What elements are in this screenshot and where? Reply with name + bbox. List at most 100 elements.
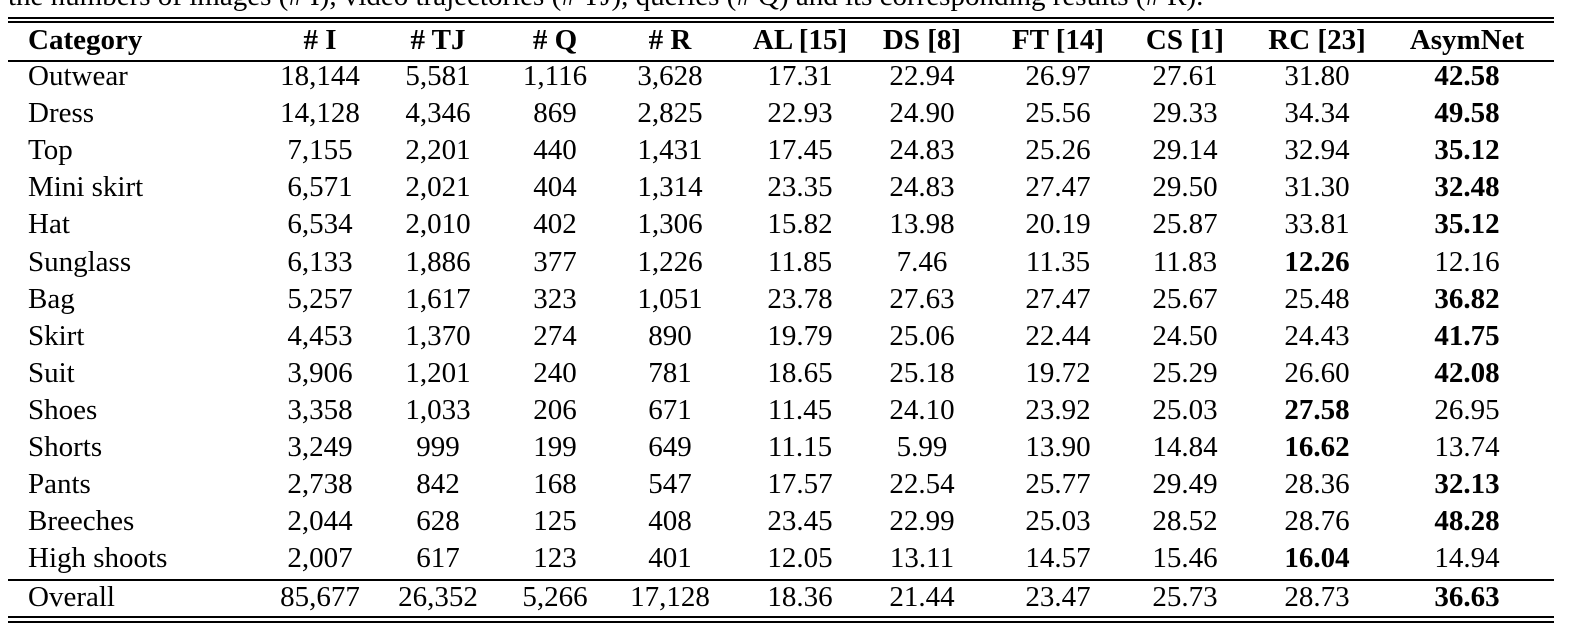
table-cell: Sunglass	[28, 245, 132, 278]
table-cell: 11.35	[1025, 245, 1091, 278]
table-cell: 15.82	[767, 208, 833, 241]
overall-cell: 25.73	[1152, 581, 1218, 613]
table-cell: 6,534	[287, 208, 353, 241]
top-rule	[8, 17, 1554, 19]
table-cell: 23.45	[767, 505, 833, 538]
table-cell: Mini skirt	[28, 171, 144, 204]
table-cell: 11.15	[767, 431, 833, 463]
table-cell: 2,010	[405, 208, 471, 241]
table-cell: 18.65	[767, 356, 833, 389]
table-cell: 25.77	[1025, 468, 1091, 501]
table-cell: 671	[648, 393, 692, 426]
table-cell: 206	[533, 393, 577, 426]
table-cell: 35.12	[1434, 208, 1500, 241]
table-cell: 29.50	[1152, 171, 1218, 204]
table-cell: 869	[533, 97, 577, 130]
table-cell: 2,007	[287, 542, 353, 575]
table-cell: 26.97	[1025, 60, 1091, 92]
table-cell: 13.74	[1434, 431, 1500, 463]
table-cell: 1,306	[637, 208, 703, 241]
table-cell: 25.03	[1152, 393, 1218, 426]
table-cell: 32.48	[1434, 171, 1500, 204]
table-cell: 3,628	[637, 60, 703, 92]
bottom-rule	[8, 616, 1554, 618]
table-cell: 24.43	[1284, 319, 1350, 352]
table-cell: 402	[533, 208, 577, 241]
table-cell: 3,906	[287, 356, 353, 389]
table-cell: Hat	[28, 208, 70, 241]
table-cell: 6,133	[287, 245, 353, 278]
table-cell: 25.56	[1025, 97, 1091, 130]
table-cell: 31.80	[1284, 60, 1350, 92]
overall-cell: 5,266	[522, 581, 588, 613]
table-cell: 15.46	[1152, 542, 1218, 575]
table-cell: 1,116	[522, 60, 588, 92]
table-cell: 32.94	[1284, 134, 1350, 167]
table-cell: 440	[533, 134, 577, 167]
header-cell: DS [8]	[882, 24, 962, 56]
table-cell: 34.34	[1284, 97, 1350, 130]
header-cell: # R	[648, 24, 692, 56]
header-rule	[8, 60, 1554, 62]
table-cell: 1,201	[405, 356, 471, 389]
table-cell: 6,571	[287, 171, 353, 204]
table-cell: 23.78	[767, 282, 833, 315]
table-cell: 27.63	[889, 282, 955, 315]
table-cell: 28.36	[1284, 468, 1350, 501]
table-cell: 25.29	[1152, 356, 1218, 389]
table-cell: 4,346	[405, 97, 471, 130]
table-cell: 617	[416, 542, 460, 575]
overall-cell: 23.47	[1025, 581, 1091, 613]
bottom-rule	[8, 621, 1554, 623]
table-cell: 404	[533, 171, 577, 204]
table-cell: 29.33	[1152, 97, 1218, 130]
table-cell: Dress	[28, 97, 95, 130]
table-cell: 22.54	[889, 468, 955, 501]
table-cell: 12.16	[1434, 245, 1500, 278]
table-cell: 48.28	[1434, 505, 1500, 538]
table-cell: 168	[533, 468, 577, 501]
table-cell: 14.94	[1434, 542, 1500, 575]
table-cell: 12.26	[1284, 245, 1350, 278]
table-cell: 13.98	[889, 208, 955, 241]
table-cell: 41.75	[1434, 319, 1500, 352]
table-cell: 842	[416, 468, 460, 501]
table-cell: 22.94	[889, 60, 955, 92]
table-cell: 1,370	[405, 319, 471, 352]
table-cell: 13.90	[1025, 431, 1091, 463]
table-cell: 2,044	[287, 505, 353, 538]
table-cell: 1,051	[637, 282, 703, 315]
table-cell: 11.85	[767, 245, 833, 278]
table-cell: 1,314	[637, 171, 703, 204]
header-cell: CS [1]	[1145, 24, 1225, 56]
table-cell: Shoes	[28, 393, 98, 426]
caption: the numbers of images (# I), video traje…	[8, 0, 1203, 14]
table-cell: 31.30	[1284, 171, 1350, 204]
table-cell: 25.18	[889, 356, 955, 389]
table-cell: 12.05	[767, 542, 833, 575]
table-cell: 17.31	[767, 60, 833, 92]
table-cell: 323	[533, 282, 577, 315]
table-cell: 628	[416, 505, 460, 538]
table-cell: 401	[648, 542, 692, 575]
table-cell: 24.90	[889, 97, 955, 130]
table-cell: 25.26	[1025, 134, 1091, 167]
table-cell: 781	[648, 356, 692, 389]
table-cell: 999	[416, 431, 460, 463]
table-cell: 125	[533, 505, 577, 538]
table-cell: 20.19	[1025, 208, 1091, 241]
table-cell: 11.45	[767, 393, 833, 426]
table-cell: 14,128	[280, 97, 360, 130]
table-cell: 7.46	[896, 245, 948, 278]
overall-cell: 21.44	[889, 581, 955, 613]
table-cell: 14.57	[1025, 542, 1091, 575]
table-cell: 11.83	[1152, 245, 1218, 278]
table-cell: 19.79	[767, 319, 833, 352]
table-cell: 5,581	[405, 60, 471, 92]
table-cell: 27.58	[1284, 393, 1350, 426]
table-cell: Pants	[28, 468, 91, 501]
table-cell: 24.83	[889, 134, 955, 167]
table-cell: 22.93	[767, 97, 833, 130]
table-cell: 42.58	[1434, 60, 1500, 92]
table-cell: Outwear	[28, 60, 128, 92]
